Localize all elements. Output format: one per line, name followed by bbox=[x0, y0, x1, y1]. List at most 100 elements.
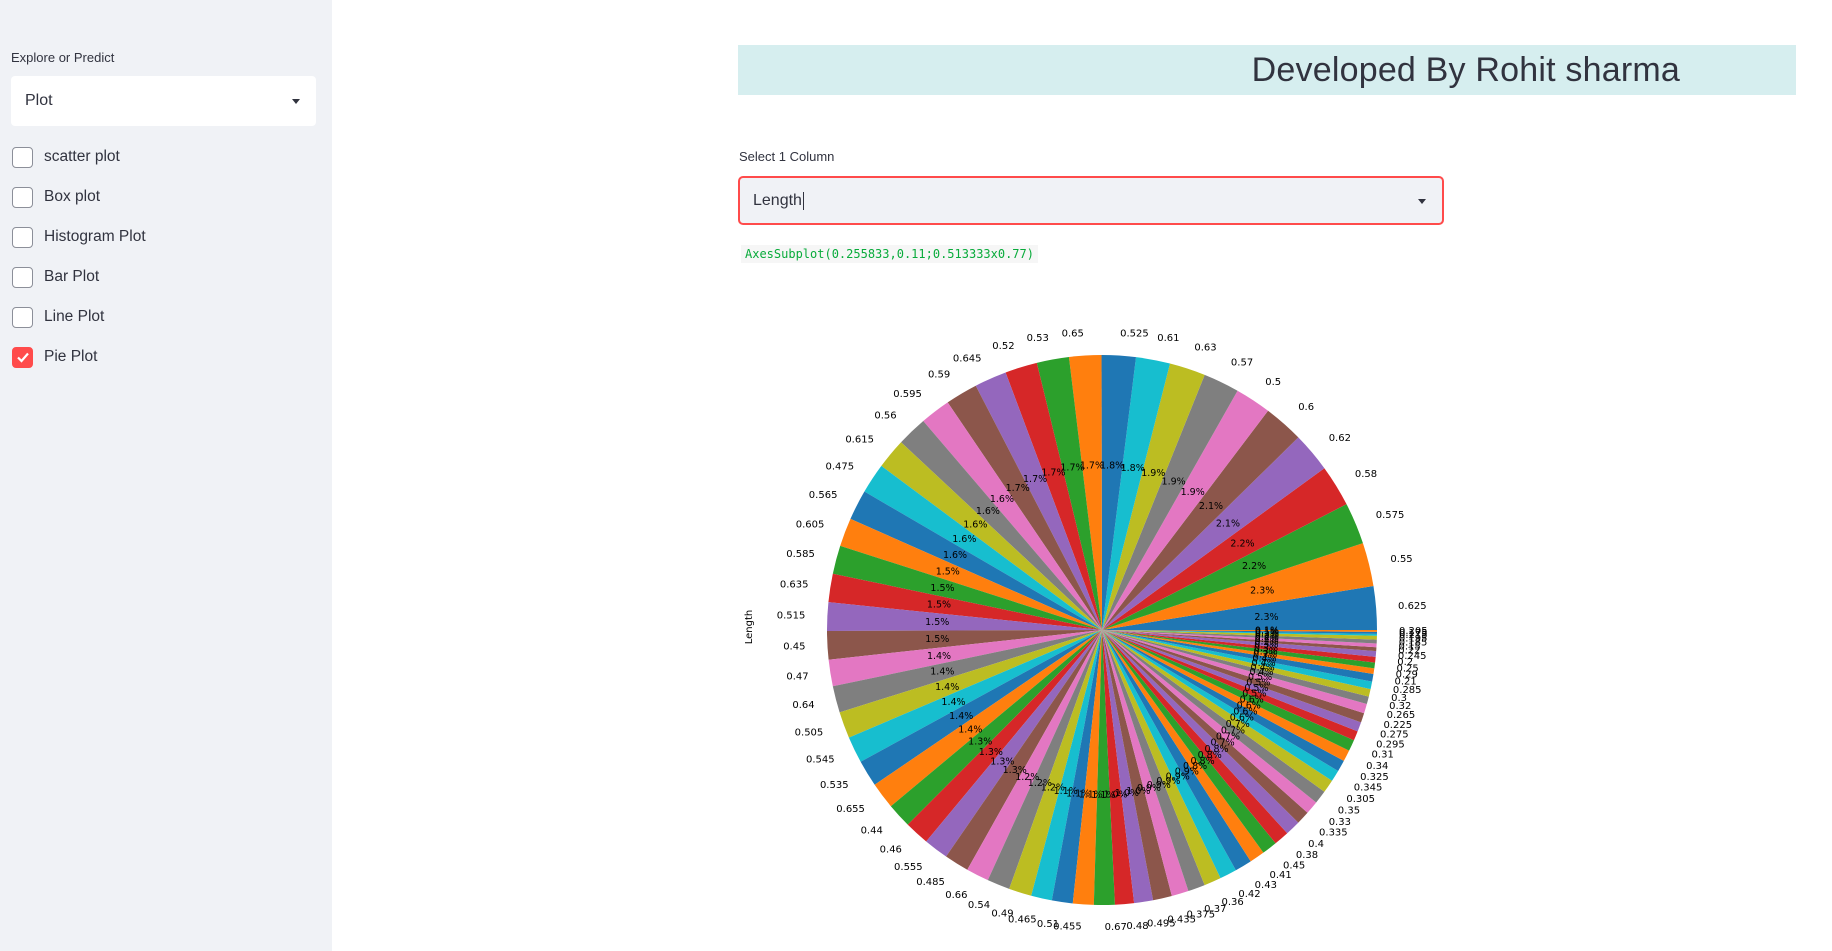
checkbox-label: Bar Plot bbox=[44, 268, 100, 285]
pie-percent-label: 1.3% bbox=[1003, 765, 1027, 776]
pie-category-label: 0.29 bbox=[1396, 669, 1418, 680]
pie-category-label: 0.275 bbox=[1380, 730, 1409, 741]
checkbox-icon[interactable] bbox=[12, 266, 33, 288]
pie-category-label: 0.245 bbox=[1398, 651, 1427, 662]
pie-slice bbox=[1102, 630, 1377, 657]
pie-slice bbox=[947, 385, 1102, 630]
pie-percent-label: 1.0% bbox=[1115, 788, 1139, 799]
pie-slice bbox=[1102, 585, 1377, 630]
pie-slice bbox=[1102, 630, 1375, 675]
pie-slice bbox=[1072, 630, 1102, 905]
pie-category-label: 0.295 bbox=[1376, 739, 1405, 750]
pie-percent-label: 0.5% bbox=[1248, 672, 1272, 683]
pie-slice bbox=[1102, 630, 1354, 751]
pie-category-label: 0.225 bbox=[1383, 720, 1412, 731]
pie-category-label: 0.215 bbox=[1399, 630, 1428, 641]
checkbox-line-plot[interactable]: Line Plot bbox=[12, 305, 104, 329]
pie-slice bbox=[987, 630, 1102, 889]
sidebar: Explore or Predict Plot scatter plot Box… bbox=[0, 0, 332, 951]
pie-slice bbox=[975, 372, 1102, 630]
pie-percent-label: 0.4% bbox=[1252, 654, 1276, 665]
pie-slice bbox=[1102, 630, 1365, 723]
pie-percent-label: 0.5% bbox=[1244, 683, 1268, 694]
pie-slice bbox=[1102, 630, 1299, 834]
checkmark-icon[interactable] bbox=[12, 346, 33, 368]
code-output: AxesSubplot(0.255833,0.11;0.513333x0.77) bbox=[741, 245, 1038, 263]
page-title: Developed By Rohit sharma bbox=[1251, 50, 1680, 89]
column-select-value[interactable]: Length bbox=[753, 191, 802, 209]
pie-percent-label: 1.5% bbox=[925, 634, 949, 645]
pie-slice bbox=[1068, 355, 1102, 630]
pie-category-label: 0.335 bbox=[1319, 828, 1348, 839]
pie-slice bbox=[832, 545, 1102, 630]
pie-slice bbox=[1036, 356, 1102, 630]
checkbox-box-plot[interactable]: Box plot bbox=[12, 185, 100, 209]
checkbox-scatter-plot[interactable]: scatter plot bbox=[12, 145, 120, 169]
pie-category-label: 0.45 bbox=[783, 642, 805, 653]
column-select[interactable]: Length bbox=[738, 176, 1444, 225]
pie-percent-label: 0.7% bbox=[1226, 719, 1250, 730]
pie-percent-label: 1.6% bbox=[963, 519, 987, 530]
pie-slice bbox=[923, 402, 1102, 630]
pie-slice bbox=[839, 630, 1102, 738]
pie-slice bbox=[1031, 630, 1102, 901]
pie-percent-label: 2.2% bbox=[1230, 538, 1254, 549]
pie-category-label: 0.51 bbox=[1037, 919, 1059, 930]
pie-slice bbox=[1102, 363, 1205, 630]
pie-percent-label: 1.6% bbox=[952, 534, 976, 545]
checkbox-histogram-plot[interactable]: Histogram Plot bbox=[12, 225, 146, 249]
pie-percent-label: 0.9% bbox=[1166, 772, 1190, 783]
pie-percent-label: 0.8% bbox=[1190, 756, 1214, 767]
pie-category-label: 0.615 bbox=[845, 435, 874, 446]
pie-percent-label: 0.5% bbox=[1242, 688, 1266, 699]
pie-category-label: 0.58 bbox=[1355, 469, 1377, 480]
pie-percent-label: 0.8% bbox=[1198, 750, 1222, 761]
pie-percent-label: 1.4% bbox=[927, 651, 951, 662]
pie-slice bbox=[907, 630, 1102, 842]
pie-slice bbox=[1102, 357, 1170, 630]
explore-predict-select[interactable]: Plot bbox=[11, 76, 316, 126]
pie-slice bbox=[1102, 468, 1347, 630]
checkbox-pie-plot[interactable]: Pie Plot bbox=[12, 345, 97, 369]
pie-percent-label: 1.5% bbox=[930, 583, 954, 594]
pie-slice bbox=[1102, 374, 1238, 630]
pie-slice bbox=[1102, 630, 1350, 761]
pie-percent-label: 1.5% bbox=[927, 600, 951, 611]
pie-slice bbox=[1102, 630, 1189, 896]
pie-slice bbox=[848, 630, 1102, 762]
pie-percent-label: 1.0% bbox=[1103, 789, 1127, 800]
pie-slice bbox=[926, 630, 1102, 857]
pie-category-label: 0.66 bbox=[945, 890, 967, 901]
pie-category-label: 0.625 bbox=[1398, 601, 1427, 612]
pie-percent-label: 1.4% bbox=[935, 682, 959, 693]
pie-percent-label: 1.7% bbox=[1041, 467, 1065, 478]
pie-category-label: 0.565 bbox=[809, 490, 838, 501]
pie-slice bbox=[1051, 630, 1102, 904]
checkbox-icon[interactable] bbox=[12, 226, 33, 248]
checkbox-icon[interactable] bbox=[12, 146, 33, 168]
pie-slice bbox=[874, 630, 1102, 807]
pie-slice bbox=[1102, 630, 1376, 663]
pie-percent-label: 0.7% bbox=[1221, 725, 1245, 736]
pie-percent-label: 1.7% bbox=[1023, 474, 1047, 485]
pie-category-label: 0.455 bbox=[1053, 921, 1082, 932]
pie-slice bbox=[1102, 630, 1367, 714]
pie-percent-label: 1.3% bbox=[968, 736, 992, 747]
pie-percent-label: 0.3% bbox=[1254, 643, 1278, 654]
chevron-down-icon bbox=[292, 99, 300, 104]
checkbox-icon[interactable] bbox=[12, 186, 33, 208]
pie-percent-label: 0.4% bbox=[1252, 658, 1276, 669]
pie-percent-label: 0.9% bbox=[1156, 776, 1180, 787]
pie-slice bbox=[1102, 630, 1276, 853]
pie-percent-label: 2.1% bbox=[1199, 501, 1223, 512]
pie-slice bbox=[1102, 630, 1377, 648]
checkbox-bar-plot[interactable]: Bar Plot bbox=[12, 265, 99, 289]
pie-slice bbox=[1102, 630, 1317, 813]
pie-percent-label: 0.9% bbox=[1137, 783, 1161, 794]
pie-percent-label: 0.1% bbox=[1255, 626, 1279, 637]
checkbox-icon[interactable] bbox=[12, 306, 33, 328]
pie-category-label: 0.65 bbox=[1062, 329, 1084, 340]
pie-category-label: 0.645 bbox=[953, 354, 982, 365]
pie-slice bbox=[1102, 630, 1377, 636]
explore-predict-label: Explore or Predict bbox=[11, 50, 115, 65]
